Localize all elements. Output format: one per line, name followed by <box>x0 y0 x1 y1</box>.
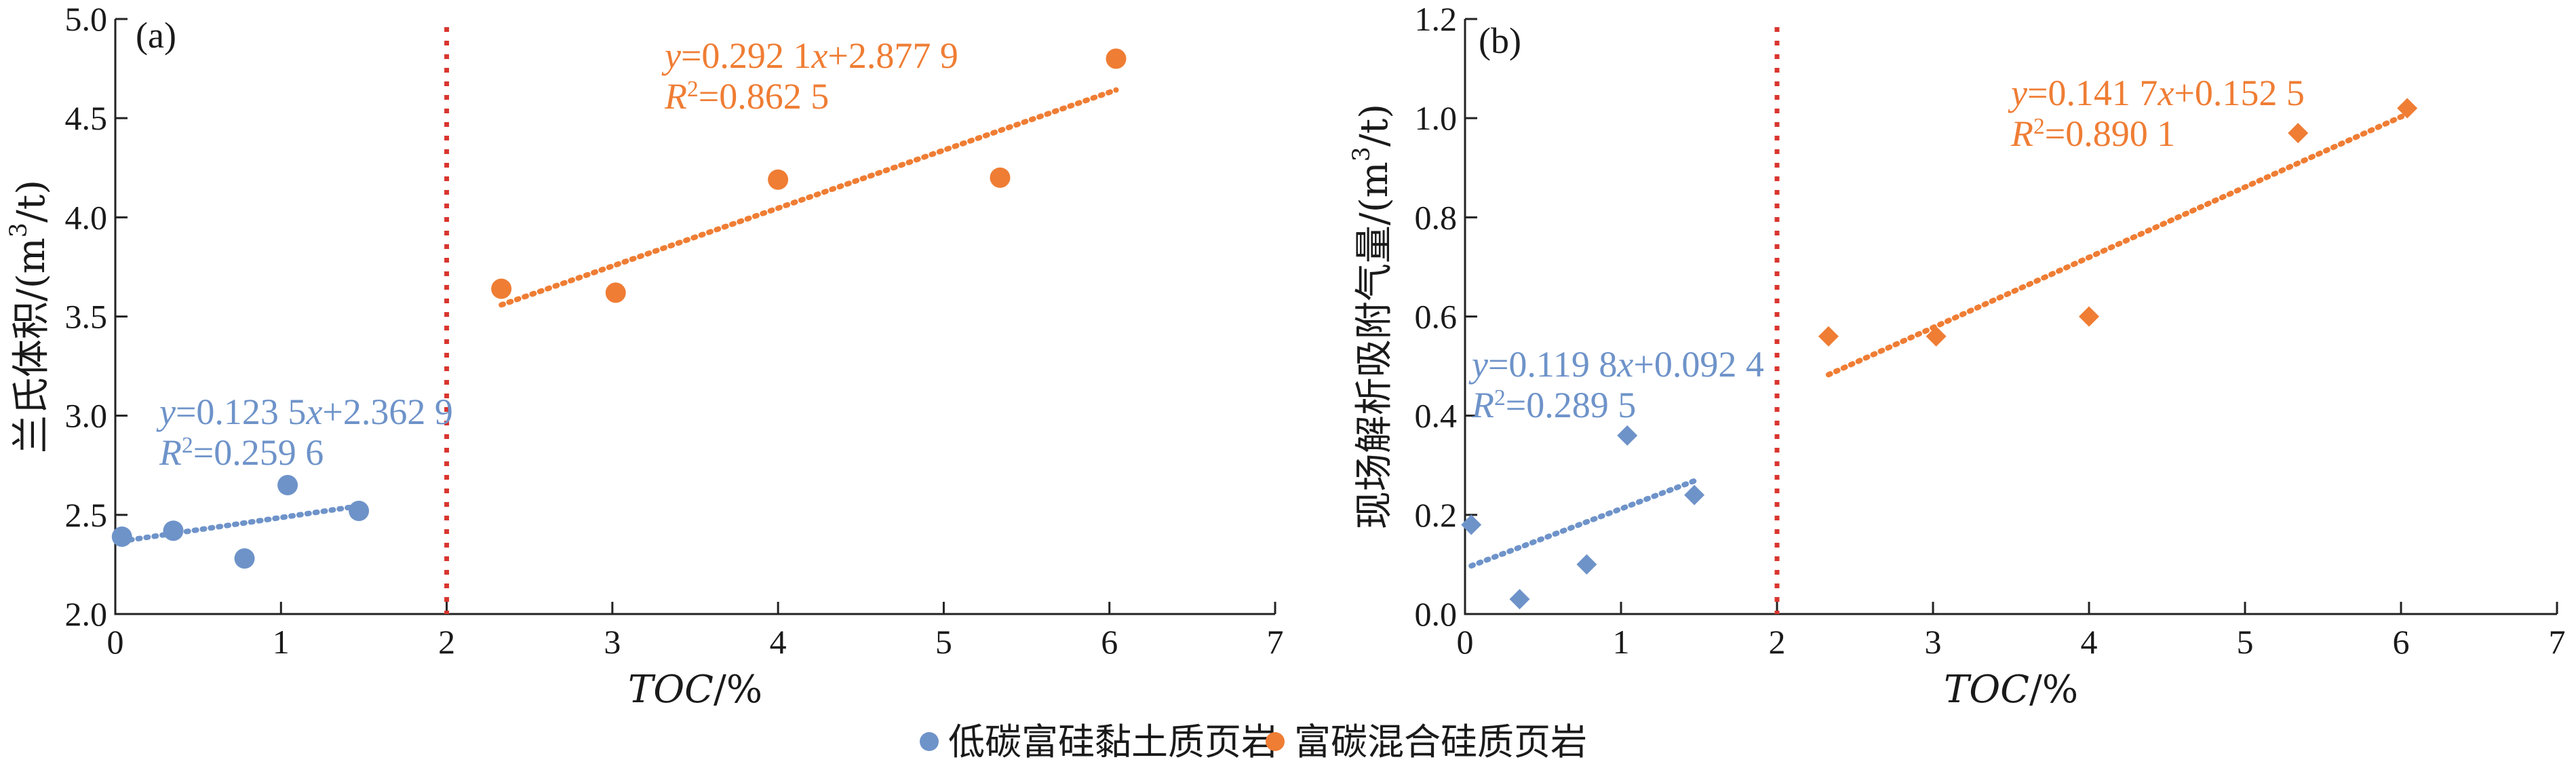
data-point <box>1617 425 1638 446</box>
axes-frame <box>114 19 1275 615</box>
panel-a-chart: 0 1 2 3 4 5 6 7 2.0 2.5 3.0 3.5 4.0 4.5 5.0 y=0.123 5x+… <box>5 0 1284 712</box>
data-point <box>2397 98 2418 119</box>
x-tick-label: 1 <box>273 623 290 661</box>
x-tick-label: 6 <box>1101 623 1118 661</box>
fit-r2: R2=0.289 5 <box>1471 385 1636 425</box>
y-axis-title: 现场解析吸附气量/(m3/t) <box>1348 104 1397 529</box>
data-point <box>163 520 184 541</box>
x-tick-label: 5 <box>2237 623 2254 661</box>
data-point <box>1576 554 1597 575</box>
fit-r2: R2=0.890 1 <box>2010 113 2175 154</box>
y-tick-label: 1.0 <box>1415 99 1458 137</box>
trend-line <box>1825 111 2411 378</box>
data-point <box>1509 589 1530 610</box>
panel-b-chart: 0 1 2 3 4 5 6 7 0.0 0.2 0.4 0.6 0.8 1.0 1.2 y=0.119 8x+… <box>1348 0 2566 712</box>
x-tick-label: 3 <box>604 623 621 661</box>
x-axis-title: TOC/% <box>628 668 762 712</box>
data-point <box>111 526 132 547</box>
x-tick-label: 4 <box>770 623 787 661</box>
data-point <box>605 282 626 303</box>
y-tick-label: 0.2 <box>1415 496 1458 534</box>
y-tick-label: 2.5 <box>65 496 108 534</box>
trend-line <box>499 87 1119 308</box>
x-tick-label: 0 <box>1457 623 1474 661</box>
data-point <box>491 278 512 299</box>
x-tick-label: 7 <box>1267 623 1284 661</box>
x-tick-label: 5 <box>935 623 952 661</box>
y-tick-label: 0.6 <box>1415 298 1458 336</box>
panel-label: (b) <box>1479 20 1521 61</box>
y-axis-title: 兰氏体积/(m3/t) <box>5 180 54 453</box>
data-point <box>2079 306 2099 327</box>
y-tick-label: 3.5 <box>65 298 108 336</box>
legend-label: 低碳富硅黏土质页岩 <box>948 721 1278 763</box>
x-axis-title: TOC/% <box>1944 668 2078 712</box>
fit-equation: y=0.119 8x+0.092 4 <box>1468 344 1764 385</box>
x-tick-label: 1 <box>1613 623 1630 661</box>
data-point <box>1818 326 1839 347</box>
data-point <box>349 500 370 521</box>
data-point <box>768 169 789 190</box>
x-tick-label: 4 <box>2081 623 2098 661</box>
data-point <box>234 548 255 569</box>
data-point <box>1926 326 1947 347</box>
data-point <box>1106 48 1127 69</box>
data-point <box>1461 514 1482 535</box>
data-point <box>1684 484 1705 505</box>
x-tick-label: 3 <box>1925 623 1942 661</box>
panel-label: (a) <box>136 15 176 56</box>
y-tick-label: 5.0 <box>65 0 108 38</box>
trend-line <box>119 503 362 544</box>
fit-equation: y=0.123 5x+2.362 9 <box>156 391 453 432</box>
y-tick-label: 0.8 <box>1415 198 1458 236</box>
y-tick-label: 4.5 <box>65 99 108 137</box>
legend-marker <box>920 732 939 751</box>
x-tick-label: 2 <box>438 623 455 661</box>
x-tick-label: 7 <box>2549 623 2566 661</box>
data-point <box>277 474 298 495</box>
data-point <box>2288 123 2309 144</box>
y-tick-label: 4.0 <box>65 198 108 236</box>
data-point <box>990 167 1011 188</box>
y-tick-label: 0.4 <box>1415 397 1458 435</box>
x-tick-label: 0 <box>107 623 124 661</box>
y-tick-label: 1.2 <box>1415 0 1458 38</box>
legend-marker <box>1266 732 1285 751</box>
x-tick-label: 6 <box>2393 623 2410 661</box>
trend-line <box>1468 478 1698 569</box>
fit-equation: y=0.141 7x+0.152 5 <box>2008 73 2305 113</box>
y-tick-label: 3.0 <box>65 397 108 435</box>
x-tick-label: 2 <box>1769 623 1786 661</box>
fit-equation: y=0.292 1x+2.877 9 <box>661 35 958 76</box>
fit-r2: R2=0.862 5 <box>664 76 829 117</box>
legend-label: 富碳混合硅质页岩 <box>1294 721 1587 763</box>
legend: 低碳富硅黏土质页岩 富碳混合硅质页岩 <box>920 721 1587 763</box>
y-tick-label: 0.0 <box>1415 595 1458 633</box>
y-tick-label: 2.0 <box>65 595 108 633</box>
fit-r2: R2=0.259 6 <box>159 432 324 473</box>
